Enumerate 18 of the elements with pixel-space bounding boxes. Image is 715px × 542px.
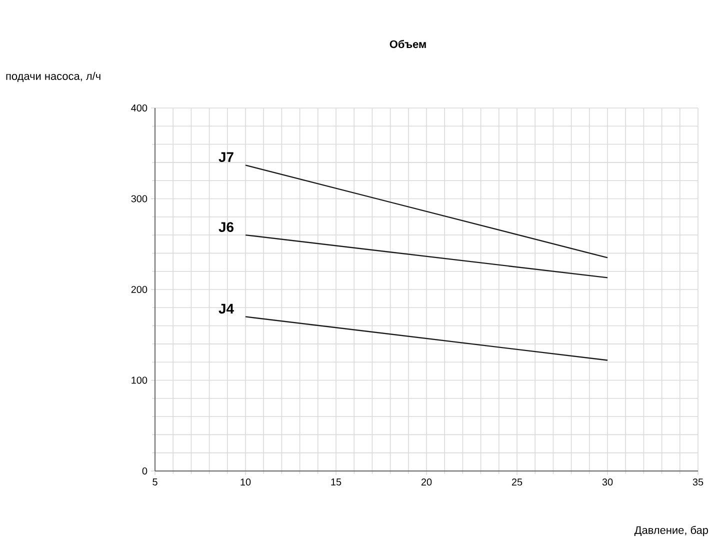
x-tick-label: 20 xyxy=(421,478,432,486)
x-tick-label: 30 xyxy=(602,478,613,486)
series-label: J6 xyxy=(218,222,234,232)
chart-title: Объем xyxy=(390,40,426,48)
y-tick-label: 300 xyxy=(131,195,148,202)
y-tick-label: 0 xyxy=(142,467,148,475)
y-tick-label: 100 xyxy=(132,376,148,384)
text: подачи насоса, л/ч xyxy=(6,72,100,82)
x-tick-label: 25 xyxy=(512,478,522,486)
x-axis-title: Давление, бар xyxy=(634,526,708,536)
x-tick-label: 15 xyxy=(331,478,342,486)
x-tick-label: 5 xyxy=(152,478,158,486)
x-tick-label: 35 xyxy=(692,478,704,486)
x-tick-label: 10 xyxy=(240,478,251,486)
series-label: J7 xyxy=(218,152,234,162)
series-label: J4 xyxy=(218,304,234,314)
y-tick-label: 200 xyxy=(131,286,148,294)
y-tick-label: 400 xyxy=(131,104,148,112)
